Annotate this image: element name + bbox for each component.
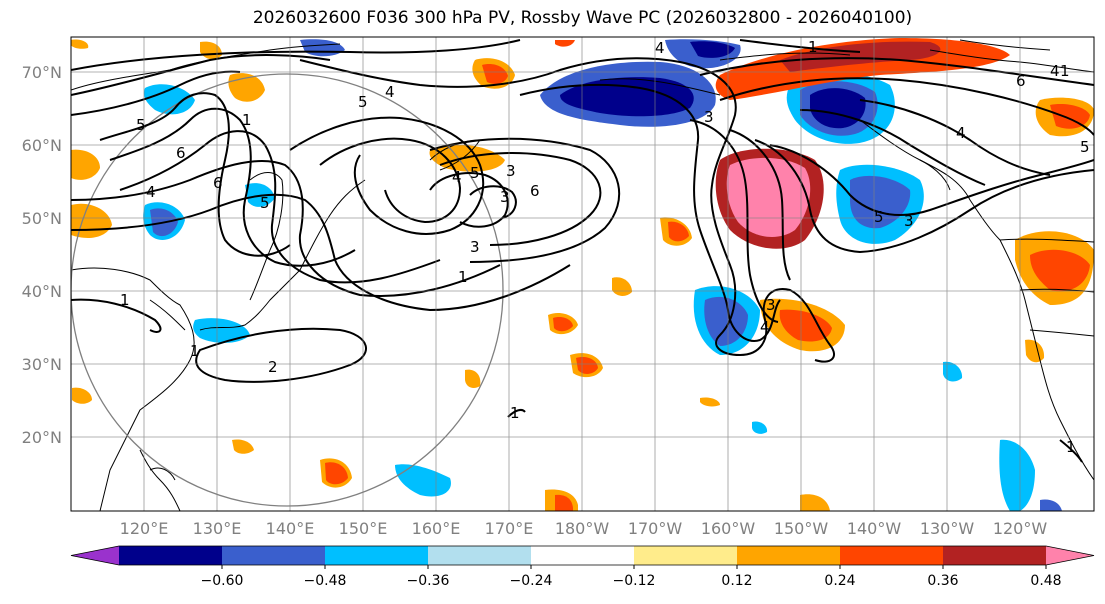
- contour-label: 6: [213, 174, 223, 192]
- lon-label: 140°W: [847, 519, 902, 538]
- contour-label: 3: [766, 296, 776, 314]
- colorbar-tick-label: −0.48: [304, 573, 347, 589]
- lat-label: 40°N: [22, 282, 62, 301]
- lon-label: 180°W: [555, 519, 610, 538]
- lat-label: 50°N: [22, 209, 62, 228]
- lon-label: 170°W: [628, 519, 683, 538]
- colorbar-tick-label: 0.24: [824, 573, 855, 589]
- contour-label: 5: [260, 194, 270, 212]
- lat-label: 70°N: [22, 63, 62, 82]
- contour-label: 5: [358, 93, 368, 111]
- lat-label: 60°N: [22, 136, 62, 155]
- colorbar-tick-label: 0.12: [721, 573, 752, 589]
- lon-label: 130°E: [193, 519, 242, 538]
- graticule: [71, 37, 1094, 511]
- contour-label: 3: [470, 238, 480, 256]
- contour-label: 1: [808, 38, 818, 56]
- colorbar-outline: [70, 545, 1095, 566]
- lon-label: 120°E: [120, 519, 169, 538]
- lat-label: 20°N: [22, 428, 62, 447]
- contour-label: 3: [704, 108, 714, 126]
- contour-label: 3: [500, 188, 510, 206]
- contour-label: 4: [385, 83, 395, 101]
- colorbar-tick-label: −0.12: [613, 573, 656, 589]
- colorbar-segment: [119, 546, 223, 565]
- longitude-labels: 120°E 130°E 140°E 150°E 160°E 170°E 180°…: [120, 519, 1048, 538]
- colorbar-tick-label: −0.24: [510, 573, 553, 589]
- lon-label: 160°W: [701, 519, 756, 538]
- contour-label: 1: [510, 404, 520, 422]
- colorbar-segment: [737, 546, 841, 565]
- colorbar-tick-label: −0.60: [201, 573, 244, 589]
- contour-label: 4: [956, 124, 966, 142]
- lon-label: 150°W: [774, 519, 829, 538]
- contour-label: 3: [506, 162, 516, 180]
- contour-label: 5: [874, 208, 884, 226]
- contour-labels: 4 5 4 1 6 5 6 4 5 3 1 3 5 4 3 6 3 1 1 2 …: [120, 38, 1090, 456]
- contour-label: 6: [176, 144, 186, 162]
- contour-label: 5: [470, 164, 480, 182]
- lon-label: 150°E: [339, 519, 388, 538]
- colorbar-tick-label: 0.48: [1030, 573, 1061, 589]
- colorbar-tick-label: 0.36: [927, 573, 958, 589]
- contour-label: 1: [242, 111, 252, 129]
- contour-label: 4: [655, 39, 665, 57]
- map-frame: [70, 36, 1095, 512]
- colorbar-segment: [325, 546, 429, 565]
- contour-label: 6: [1016, 72, 1026, 90]
- colorbar-segment: [943, 546, 1047, 565]
- lon-label: 120°W: [993, 519, 1048, 538]
- contour-label: 2: [268, 358, 278, 376]
- colorbar-extend-high: [1046, 546, 1094, 565]
- contour-label: 1: [190, 342, 200, 360]
- contour-label: 4: [1050, 62, 1060, 80]
- latitude-labels: 70°N 60°N 50°N 40°N 30°N 20°N: [22, 63, 62, 447]
- contour-label: 4: [760, 318, 770, 336]
- contour-label: 4: [146, 183, 156, 201]
- contour-label: 4: [452, 168, 462, 186]
- lat-label: 30°N: [22, 355, 62, 374]
- reference-circle: [71, 73, 504, 507]
- colorbar-segment: [531, 546, 635, 565]
- colorbar-segment: [222, 546, 326, 565]
- contour-label: 1: [458, 268, 468, 286]
- colorbar-segment: [428, 546, 532, 565]
- colorbar-tick-label: −0.36: [407, 573, 450, 589]
- contour-label: 5: [136, 116, 146, 134]
- colorbar-segment: [840, 546, 944, 565]
- contour-label: 1: [120, 291, 130, 309]
- colorbar: −0.60 −0.48 −0.36 −0.24 −0.12 0.12 0.24 0.36 0.4…: [70, 545, 1095, 589]
- contour-label: 3: [904, 212, 914, 230]
- contour-label: 5: [1080, 138, 1090, 156]
- colorbar-extend-low: [71, 546, 119, 565]
- lon-label: 160°E: [412, 519, 461, 538]
- lon-label: 130°W: [920, 519, 975, 538]
- lon-label: 140°E: [266, 519, 315, 538]
- contour-label: 6: [530, 182, 540, 200]
- contour-label: 1: [1060, 62, 1070, 80]
- colorbar-segment: [634, 546, 738, 565]
- map-title: 2026032600 F036 300 hPa PV, Rossby Wave …: [252, 8, 913, 28]
- contour-label: 1: [1066, 438, 1076, 456]
- lon-label: 170°E: [485, 519, 534, 538]
